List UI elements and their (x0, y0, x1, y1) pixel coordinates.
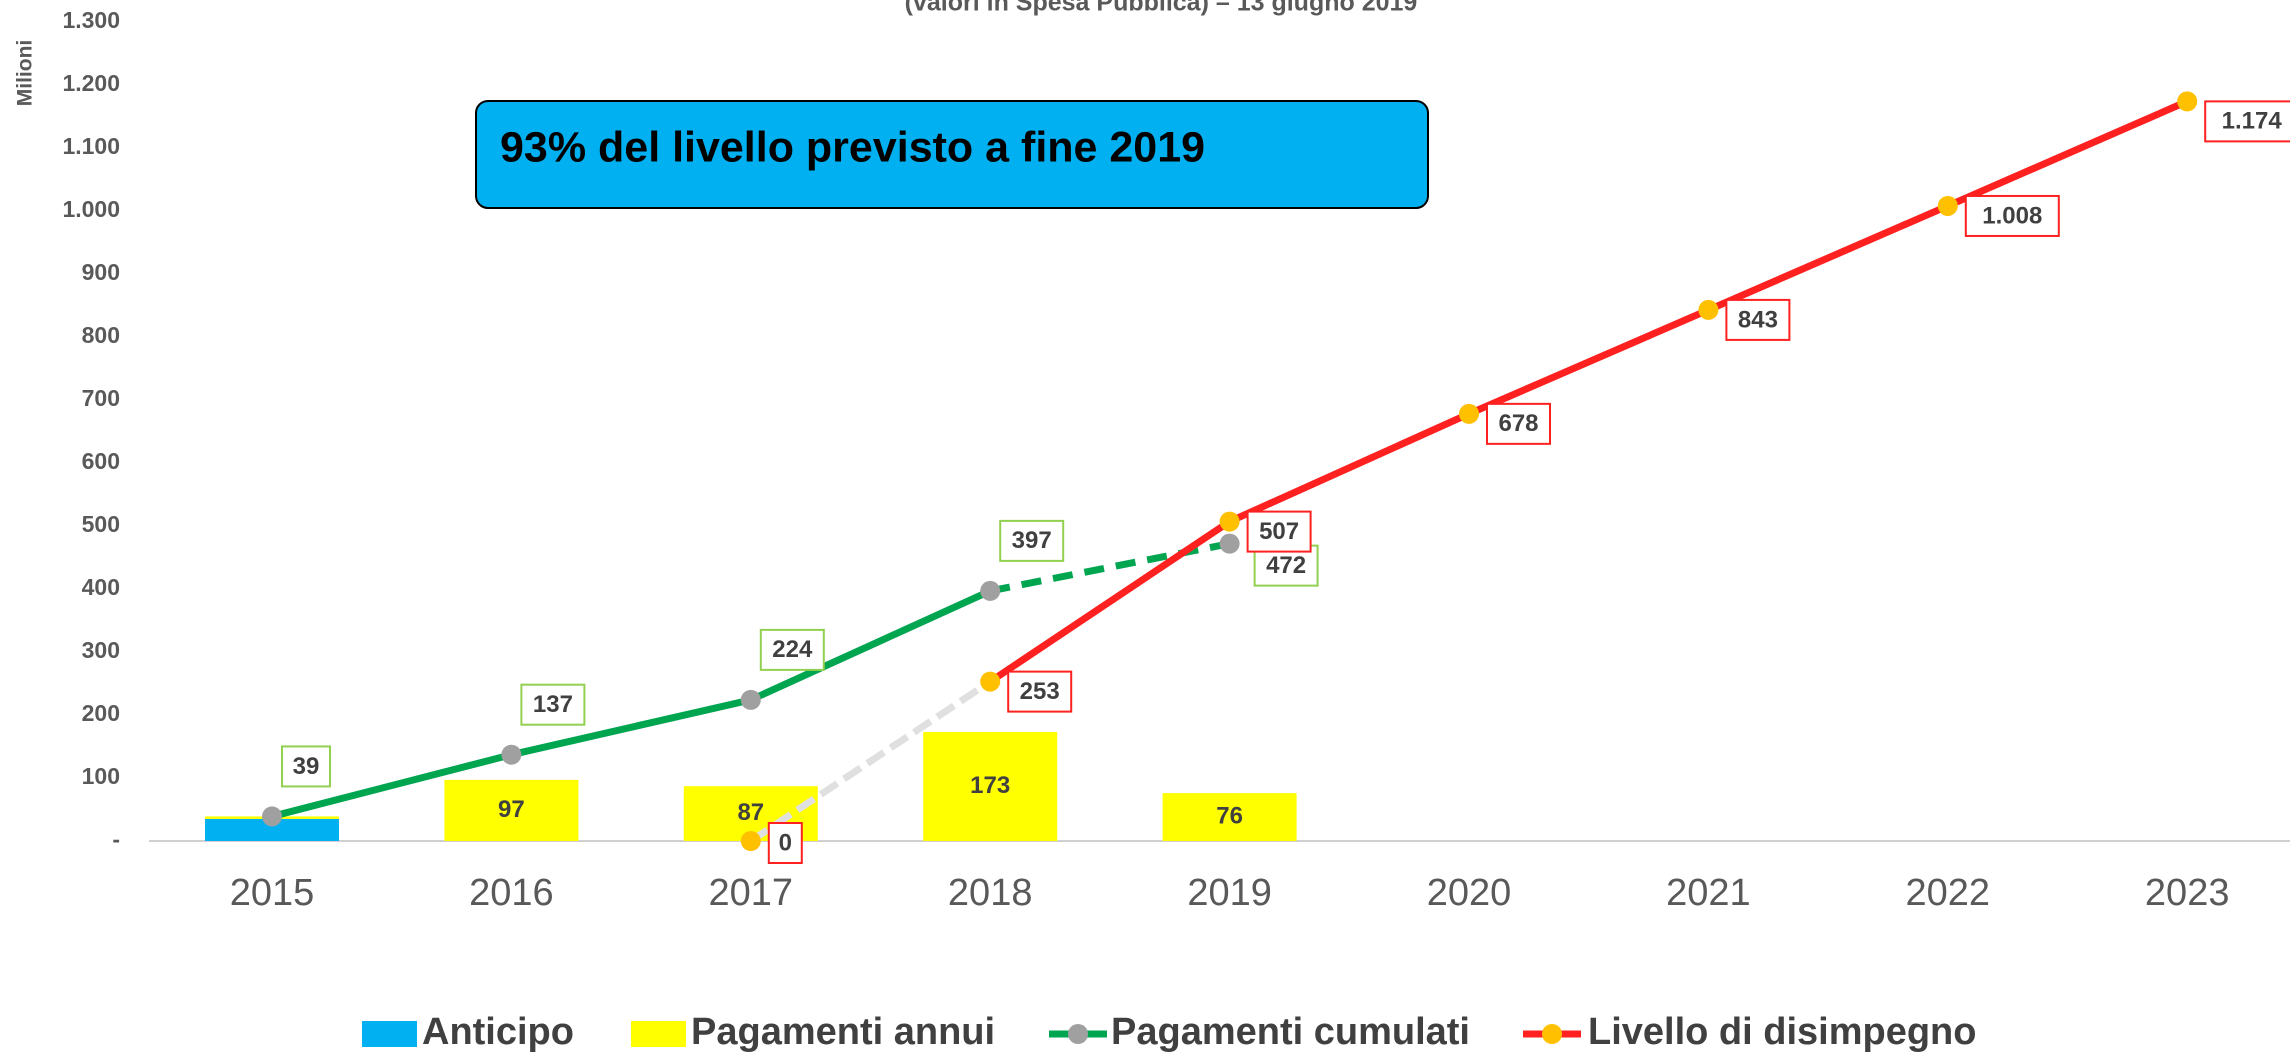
data-label: 224 (772, 636, 813, 663)
x-tick-label: 2019 (1187, 872, 1272, 914)
y-tick-label: 900 (82, 259, 120, 285)
bar (923, 732, 1058, 841)
annotation: 93% del livello previsto a fine 2019 (500, 123, 1205, 171)
marker (1698, 299, 1719, 320)
line-faded (748, 678, 993, 844)
marker (980, 580, 1001, 601)
y-tick-label: 200 (82, 700, 120, 726)
marker (1937, 195, 1958, 216)
y-axis-label: Milioni (14, 40, 37, 107)
data-label: 472 (1266, 552, 1306, 579)
data-label: 39 (293, 753, 320, 780)
data-label: 137 (533, 691, 573, 718)
line (988, 98, 2189, 685)
bar (1162, 793, 1297, 841)
y-tick-label: 700 (82, 385, 120, 411)
data-label-box (759, 628, 825, 671)
y-tick-label: 300 (82, 637, 120, 663)
marker (1219, 533, 1240, 554)
data-label-box (520, 683, 586, 726)
data-label-box (767, 822, 803, 864)
data-label-box (2204, 100, 2290, 143)
x-tick-label: 2023 (2145, 872, 2230, 914)
y-tick-label: 1.100 (62, 133, 120, 159)
y-tick-label: 800 (82, 322, 120, 348)
legend-label: Pagamenti cumulati (1111, 1011, 1470, 1053)
marker (2177, 91, 2198, 112)
line (271, 587, 992, 820)
data-label: 1.008 (1982, 202, 2042, 229)
data-label-box (1486, 402, 1551, 445)
x-tick-label: 2018 (948, 872, 1033, 914)
data-label: 507 (1259, 518, 1299, 545)
chart-subtitle: (valori in Spesa Pubblica) – 13 giugno 2… (905, 0, 1418, 17)
y-tick-label: 500 (82, 511, 120, 537)
legend-swatch (362, 1021, 417, 1047)
y-tick-label: 400 (82, 574, 120, 600)
legend-swatch (1542, 1024, 1562, 1044)
bar (444, 779, 579, 841)
data-label: 397 (1012, 527, 1052, 554)
marker (501, 744, 522, 765)
legend-swatch (1068, 1024, 1088, 1044)
y-tick-label: 1.200 (62, 70, 120, 96)
x-tick-label: 2022 (1906, 872, 1991, 914)
x-tick-label: 2021 (1666, 872, 1751, 914)
y-tick-label: 600 (82, 448, 120, 474)
y-tick-label: - (112, 826, 120, 852)
y-tick-label: 100 (82, 763, 120, 789)
bar-value-label: 97 (498, 796, 525, 823)
x-tick-label: 2016 (469, 872, 554, 914)
data-label: 843 (1738, 306, 1778, 333)
x-tick-label: 2015 (230, 872, 315, 914)
y-tick-label: 1.000 (62, 196, 120, 222)
marker (1459, 403, 1479, 424)
marker (262, 806, 282, 827)
bar (205, 818, 339, 841)
data-label: 678 (1498, 410, 1538, 437)
bar-value-label: 173 (970, 772, 1010, 799)
marker (1219, 511, 1240, 532)
x-tick-label: 2020 (1427, 872, 1512, 914)
data-label-box (1007, 670, 1073, 713)
bar-value-label: 76 (1216, 802, 1243, 829)
x-tick-label: 2017 (709, 872, 794, 914)
marker (740, 831, 761, 851)
data-label: 253 (1020, 678, 1060, 705)
data-label-box (999, 519, 1065, 562)
data-label: 1.174 (2222, 108, 2283, 135)
data-label-box (1246, 510, 1312, 553)
data-label-box (1725, 298, 1791, 341)
legend-swatch (631, 1021, 686, 1047)
data-label-box (281, 745, 331, 788)
marker (740, 689, 761, 710)
y-tick-label: 1.300 (62, 7, 120, 33)
data-label-box (1964, 194, 2060, 237)
data-label: 0 (779, 829, 792, 856)
bar-value-label: 87 (737, 799, 764, 826)
annotation-box (475, 100, 1429, 209)
legend-label: Anticipo (422, 1011, 574, 1053)
legend-label: Pagamenti annui (691, 1011, 995, 1053)
marker (980, 671, 1001, 692)
legend-label: Livello di disimpegno (1588, 1011, 1976, 1053)
